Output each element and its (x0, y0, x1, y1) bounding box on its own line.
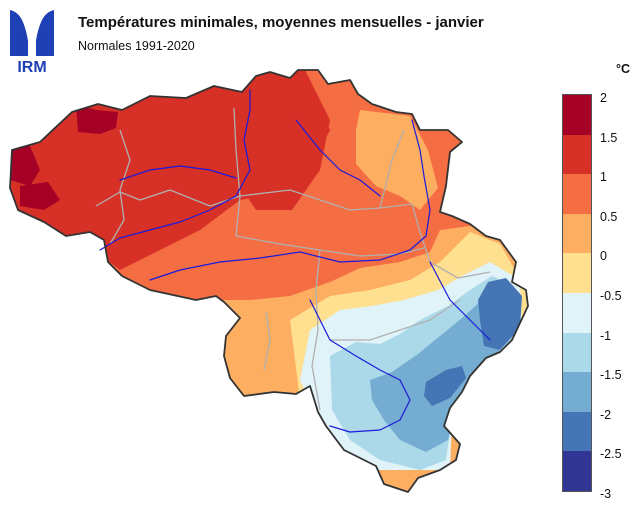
legend-swatch (563, 253, 591, 293)
legend-swatch (563, 451, 591, 491)
zone-minus2-to-minus1.5 (370, 290, 516, 452)
river-demer (295, 119, 381, 197)
map-subtitle: Normales 1991-2020 (78, 39, 195, 53)
river-lys (119, 165, 237, 181)
legend-tick-label: 0.5 (600, 209, 618, 224)
legend-unit: °C (616, 62, 631, 76)
province-border-brabant (239, 189, 413, 211)
zone-minus2.5-to-minus2-east (478, 278, 522, 350)
province-border-flanders-east-west (95, 189, 241, 207)
legend-swatch (563, 134, 591, 175)
province-border-limburg (379, 129, 405, 209)
river-scheldt (99, 89, 251, 251)
irm-logo: IRM (6, 6, 58, 76)
province-border-west-flanders (109, 129, 131, 245)
river-sambre-meuse (149, 209, 431, 281)
map-title: Températures minimales, moyennes mensuel… (78, 14, 484, 31)
legend-color-bar (562, 94, 592, 492)
legend-tick-label: -0.5 (600, 289, 622, 303)
province-border-hainaut-south (263, 311, 271, 371)
temperature-zones (10, 70, 528, 492)
river-meuse-north (411, 119, 431, 211)
river-semois (309, 299, 411, 433)
legend-swatch (563, 332, 591, 373)
legend-swatch (563, 372, 591, 412)
zone-1.5-to-2-north (76, 104, 118, 134)
zone-1.5-to-2-west (20, 182, 60, 210)
zone-0-to-0.5-north-east (356, 110, 438, 210)
legend-swatch (563, 174, 591, 214)
zone-1-to-1.5-north (230, 70, 330, 210)
legend-swatch (563, 411, 591, 452)
zone-minus2.5-to-minus2-south (424, 366, 466, 406)
legend-tick-label: 2 (600, 91, 607, 105)
legend-tick-label: -1 (600, 328, 612, 343)
legend-tick-label: -3 (600, 487, 612, 501)
irm-logo-mark: IRM (10, 10, 54, 76)
svg-text:IRM: IRM (17, 59, 46, 74)
legend-swatch (563, 292, 591, 333)
province-border-antwerp-east-flanders (233, 107, 241, 237)
legend-tick-label: -2.5 (600, 447, 622, 462)
legend-tick-label: -2 (600, 407, 612, 422)
zone-1.5-to-2-coast (10, 146, 40, 186)
legend-tick-label: 1.5 (600, 130, 618, 145)
province-border-hainaut-namur (235, 235, 425, 257)
province-border-namur-luxembourg (311, 249, 321, 411)
legend-swatch (563, 213, 591, 254)
legend-tick-label: 1 (600, 170, 607, 185)
rivers (99, 89, 491, 433)
legend-tick-label: 0 (600, 249, 607, 264)
legend-swatch (563, 95, 591, 135)
legend-tick-label: -1.5 (600, 368, 622, 383)
river-ourthe (429, 261, 491, 341)
province-border-luxembourg (330, 299, 461, 341)
